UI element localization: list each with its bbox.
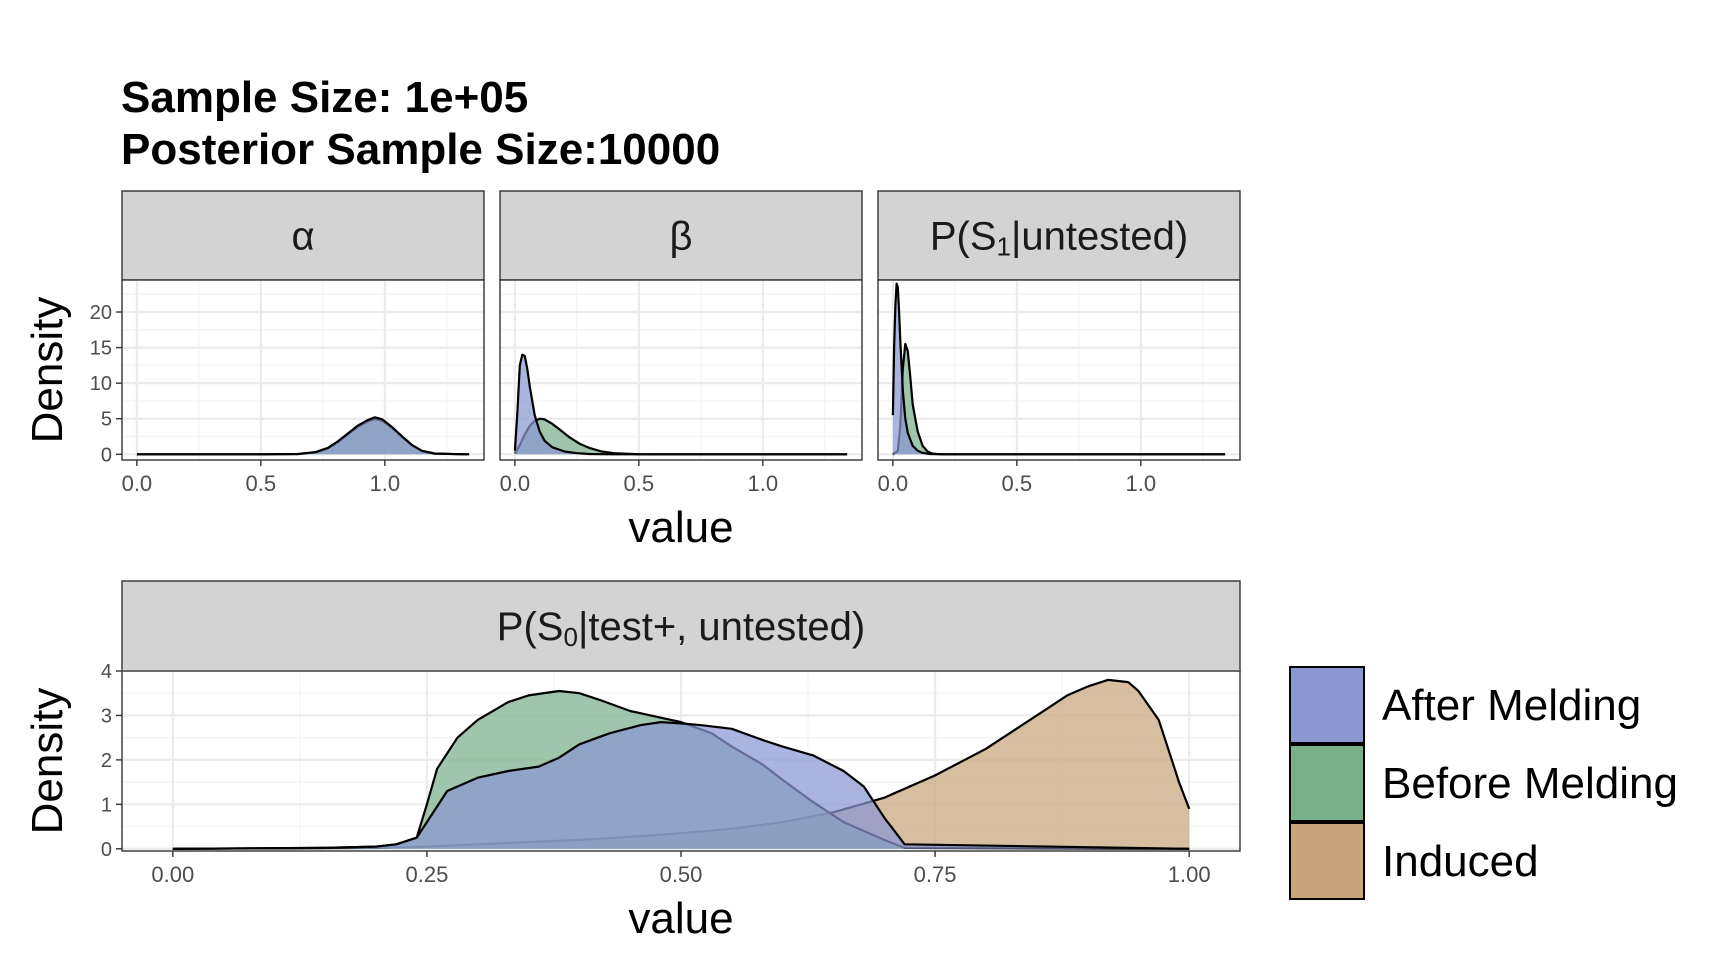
legend-key-after-melding <box>1289 666 1365 744</box>
top-x-tick-label-1: 0.5 <box>624 471 655 496</box>
bottom-strip-0 <box>121 580 1241 672</box>
top-line-after-melding-1 <box>513 353 848 456</box>
bottom-x-tick-label-0: 1.00 <box>1168 862 1211 887</box>
top-strip-1 <box>499 190 863 281</box>
top-x-tick-label-0: 0.5 <box>246 471 277 496</box>
bottom-y-axis-title: Density <box>23 688 72 835</box>
legend-key-before-melding <box>1289 744 1365 822</box>
top-panel-bg-2 <box>878 280 1240 460</box>
bottom-y-tick-label: 1 <box>101 794 112 816</box>
legend-key-induced <box>1289 822 1365 900</box>
bottom-x-tick-label-0: 0.25 <box>405 862 448 887</box>
top-line-after-melding-0 <box>136 416 470 456</box>
top-y-tick-label: 10 <box>90 373 112 395</box>
bottom-y-tick-label: 0 <box>101 839 112 861</box>
top-x-tick-label-2: 0.5 <box>1002 471 1033 496</box>
top-y-axis-title: Density <box>23 297 72 444</box>
legend-label-after-melding: After Melding <box>1382 681 1641 730</box>
legend-label-induced: Induced <box>1382 837 1539 886</box>
top-strip-label-0: α <box>291 215 314 259</box>
top-x-tick-label-0: 0.0 <box>122 471 153 496</box>
top-strip-2 <box>877 190 1241 281</box>
top-panel-border-2 <box>877 279 1241 461</box>
top-x-tick-label-1: 1.0 <box>748 471 779 496</box>
top-strip-label-1: β <box>669 215 692 259</box>
bottom-y-tick-label: 3 <box>101 705 112 727</box>
top-y-tick-label: 5 <box>101 409 112 431</box>
bottom-line-after-melding-0 <box>172 721 1190 850</box>
top-y-tick-label: 20 <box>90 302 112 324</box>
top-area-after-melding-0 <box>136 417 470 455</box>
bottom-strip-label-0: P(S0|test+, untested) <box>497 605 865 652</box>
top-panel-border-0 <box>121 279 485 461</box>
bottom-area-after-melding-0 <box>172 722 1190 849</box>
top-y-tick-label: 0 <box>101 444 112 466</box>
top-x-tick-label-2: 0.0 <box>878 471 909 496</box>
bottom-area-induced-0 <box>172 679 1190 849</box>
chart-title-line2: Posterior Sample Size:10000 <box>121 125 721 174</box>
top-x-tick-label-1: 0.0 <box>500 471 531 496</box>
top-panel-border-1 <box>499 279 863 461</box>
bottom-x-tick-label-0: 0.75 <box>914 862 957 887</box>
chart-title-line1: Sample Size: 1e+05 <box>121 73 529 122</box>
bottom-x-tick-label-0: 0.00 <box>151 862 194 887</box>
top-panel-bg-0 <box>122 280 484 460</box>
top-y-tick-label: 15 <box>90 338 112 360</box>
bottom-x-tick-label-0: 0.50 <box>660 862 703 887</box>
legend-label-before-melding: Before Melding <box>1382 759 1678 808</box>
bottom-y-tick-label: 4 <box>101 661 112 683</box>
top-strip-label-2: P(S1|untested) <box>930 215 1188 262</box>
top-x-tick-label-2: 1.0 <box>1126 471 1157 496</box>
top-x-tick-label-0: 1.0 <box>370 471 401 496</box>
top-line-after-melding-2 <box>891 282 1226 456</box>
top-x-axis-title: value <box>628 503 733 552</box>
bottom-y-tick-label: 2 <box>101 750 112 772</box>
bottom-x-axis-title: value <box>628 894 733 943</box>
